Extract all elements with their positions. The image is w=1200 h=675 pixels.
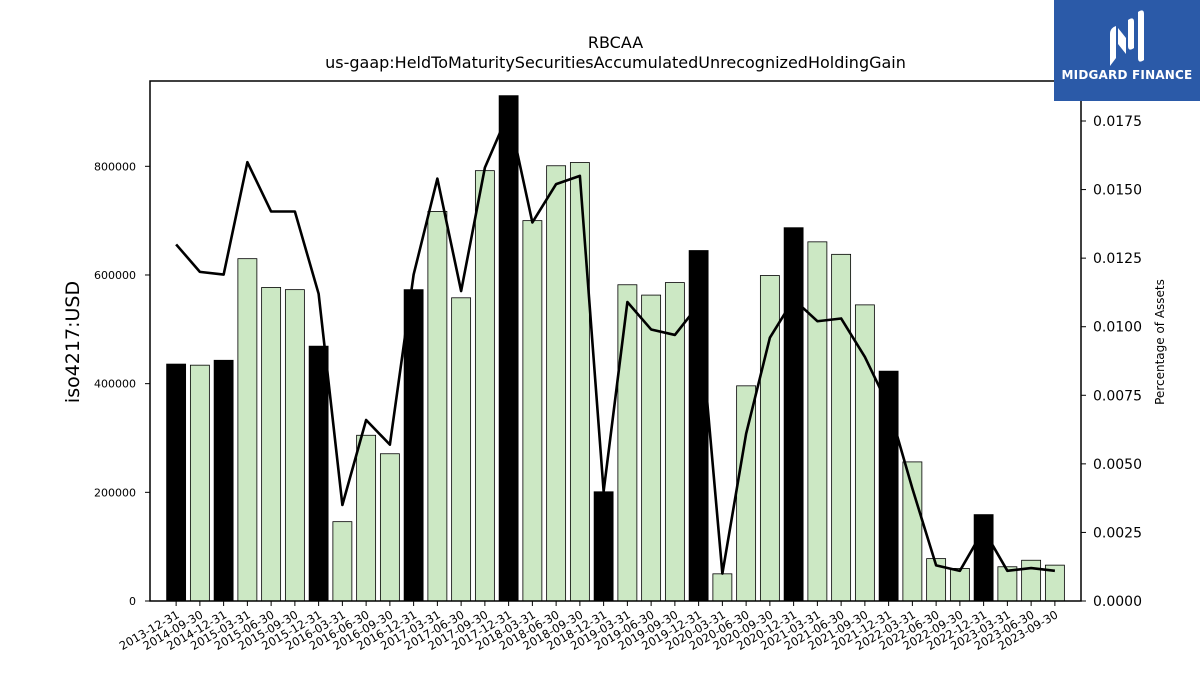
bar-2022-12-31 [973,514,994,602]
y2-tick-label: 0.0175 [1093,114,1142,130]
bar-2021-06-30 [831,253,852,602]
bar-2017-09-30 [474,170,495,602]
bar-2023-06-30 [1021,559,1042,602]
y-tick-label: 400000 [94,378,136,391]
bar-2019-09-30 [664,282,685,602]
bar-2019-03-31 [617,284,638,602]
y2-tick-label: 0.0150 [1093,183,1142,199]
bar-2021-09-30 [854,304,875,602]
bar-2019-06-30 [641,294,662,602]
y2-tick-label: 0.0125 [1093,251,1142,267]
y-tick-label: 200000 [94,486,136,499]
y2-tick-label: 0.0000 [1093,594,1142,610]
bar-2015-06-30 [261,287,282,602]
bar-2015-12-31 [308,345,329,602]
y-tick-label: 600000 [94,269,136,282]
bar-2020-03-31 [712,573,733,602]
logo-text: MIDGARD FINANCE [1061,68,1193,82]
y2-tick-label: 0.0050 [1093,457,1142,473]
bar-2013-12-31 [166,363,187,602]
chart-title: RBCAA [588,33,643,52]
bar-2016-09-30 [379,453,400,602]
bar-2014-09-30 [189,364,210,602]
bar-2021-03-31 [807,241,828,602]
y2-axis-label: Percentage of Assets [1153,279,1167,405]
bar-2017-03-31 [427,211,448,602]
bar-2016-12-31 [403,289,424,602]
y-tick-label: 0 [129,595,136,608]
midgard-logo-icon [1110,10,1144,66]
bar-2020-12-31 [783,227,804,602]
bar-2015-03-31 [237,258,258,602]
bar-2018-06-30 [546,165,567,602]
plot-frame [149,80,1082,602]
bar-2016-03-31 [332,521,353,602]
bar-2014-12-31 [213,359,234,602]
y-axis-label: iso4217:USD [62,281,84,403]
bar-2019-12-31 [688,250,709,602]
bar-2016-06-30 [356,434,377,602]
line-group [175,111,1056,575]
y2-tick-label: 0.0075 [1093,388,1142,404]
y2-tick-label: 0.0100 [1093,320,1142,336]
bar-2022-09-30 [949,568,970,602]
y-tick-label: 800000 [94,160,136,173]
bar-2017-12-31 [498,95,519,602]
bar-2020-06-30 [736,385,757,602]
bar-2020-09-30 [759,275,780,602]
bar-2017-06-30 [451,297,472,602]
bar-2015-09-30 [284,289,305,602]
bars-group [166,95,1065,602]
y2-tick-label: 0.0025 [1093,525,1142,541]
bar-2018-03-31 [522,220,543,602]
bar-2022-03-31 [902,461,923,602]
bar-2018-12-31 [593,491,614,602]
percentage-line [175,111,1056,575]
logo: MIDGARD FINANCE [1054,0,1200,101]
bar-2018-09-30 [569,162,590,602]
chart-subtitle: us-gaap:HeldToMaturitySecuritiesAccumula… [325,53,906,72]
